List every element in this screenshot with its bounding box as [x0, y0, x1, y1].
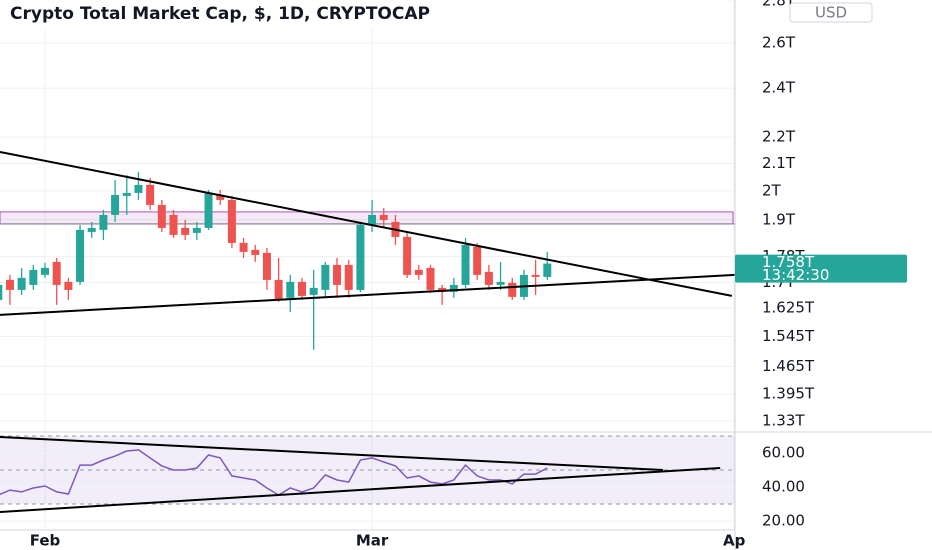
trendline	[0, 150, 733, 297]
y-tick-label: 2.2T	[762, 128, 796, 146]
candle-body	[52, 261, 61, 285]
candle-body	[484, 271, 493, 285]
candle-body	[122, 192, 131, 196]
candle-body	[227, 199, 236, 243]
candle-body	[111, 194, 120, 215]
candle-body	[87, 227, 96, 232]
currency-box	[789, 2, 873, 23]
candle-body	[403, 236, 412, 275]
trendline	[0, 466, 721, 513]
candle-body	[368, 214, 377, 225]
y-tick-label: 60.00	[762, 443, 805, 461]
y-tick-label: 1.625T	[762, 298, 815, 316]
candle-body	[134, 184, 143, 193]
x-tick-label: Feb	[30, 532, 61, 550]
candle-body	[286, 281, 295, 298]
candle-body	[239, 242, 248, 252]
price-zone	[0, 211, 734, 225]
candle-body	[414, 269, 423, 275]
candle-body	[216, 194, 225, 200]
trendline	[0, 436, 663, 471]
candle-body	[17, 277, 26, 290]
y-tick-label: 2.1T	[762, 154, 796, 172]
candle-body	[41, 267, 50, 275]
y-tick-label: 20.00	[762, 511, 805, 529]
rsi-line	[0, 449, 548, 496]
candle-body	[379, 214, 388, 220]
price-tag-label: 1.758T	[762, 253, 815, 271]
y-tick-label: 1.545T	[762, 327, 815, 345]
chart-title: Crypto Total Market Cap, $, 1D, CRYPTOCA…	[10, 4, 430, 24]
candle-body	[251, 249, 260, 255]
y-tick-label: 1.9T	[762, 210, 796, 228]
candle-body	[157, 204, 166, 228]
candle-body	[321, 264, 330, 290]
candle-body	[262, 252, 271, 280]
candle-body	[461, 244, 470, 285]
y-tick-label: 1.465T	[762, 357, 815, 375]
price-tag	[735, 254, 907, 283]
candle-body	[297, 281, 306, 296]
countdown: 13:42:30	[762, 266, 829, 284]
candle-body	[204, 192, 213, 228]
trendline	[0, 273, 736, 316]
candle-body	[309, 287, 318, 295]
candle-body	[64, 281, 73, 290]
y-tick-label: 1.33T	[762, 411, 805, 429]
candle-body	[146, 184, 155, 205]
candle-body	[169, 214, 178, 235]
y-tick-label: 40.00	[762, 477, 805, 495]
candle-body	[508, 282, 517, 297]
currency-label: USD	[815, 4, 847, 22]
candle-body	[5, 279, 14, 290]
candle-body	[426, 267, 435, 290]
x-tick-label: Mar	[356, 532, 389, 550]
candle-body	[181, 227, 190, 235]
candle-body	[0, 284, 3, 300]
candle-body	[344, 264, 353, 290]
y-tick-label: 2.4T	[762, 79, 796, 97]
title-bg	[0, 0, 728, 28]
candle-body	[29, 269, 38, 285]
candle-body	[99, 214, 108, 230]
candle-body	[531, 274, 540, 277]
candle-body	[333, 264, 342, 285]
candle-body	[496, 281, 505, 285]
candle-body	[543, 263, 552, 277]
time-axis-bg	[0, 530, 735, 550]
candle-body	[356, 224, 365, 290]
x-tick-label: Ap	[723, 532, 746, 550]
y-tick-label: 2.8T	[762, 0, 796, 10]
candle-body	[449, 284, 458, 292]
y-tick-label: 1.395T	[762, 384, 815, 402]
candle-body	[473, 246, 482, 275]
y-tick-label: 2T	[762, 181, 782, 199]
candle-body	[76, 229, 85, 282]
candle-body	[274, 279, 283, 300]
candle-body	[192, 227, 201, 233]
y-tick-label: 2.6T	[762, 33, 796, 51]
